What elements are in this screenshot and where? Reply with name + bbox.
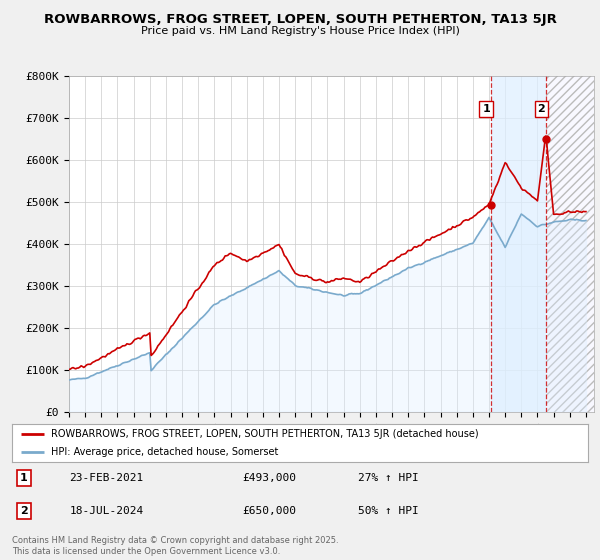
- Text: Contains HM Land Registry data © Crown copyright and database right 2025.
This d: Contains HM Land Registry data © Crown c…: [12, 536, 338, 556]
- Text: ROWBARROWS, FROG STREET, LOPEN, SOUTH PETHERTON, TA13 5JR: ROWBARROWS, FROG STREET, LOPEN, SOUTH PE…: [44, 13, 556, 26]
- Text: HPI: Average price, detached house, Somerset: HPI: Average price, detached house, Some…: [51, 447, 278, 458]
- Text: 2: 2: [20, 506, 28, 516]
- Bar: [547, 76, 594, 412]
- Bar: [547, 76, 594, 412]
- Text: 27% ↑ HPI: 27% ↑ HPI: [358, 473, 418, 483]
- Text: ROWBARROWS, FROG STREET, LOPEN, SOUTH PETHERTON, TA13 5JR (detached house): ROWBARROWS, FROG STREET, LOPEN, SOUTH PE…: [51, 429, 479, 439]
- Text: 1: 1: [482, 104, 490, 114]
- Bar: [491, 76, 547, 412]
- Text: £650,000: £650,000: [242, 506, 296, 516]
- Text: 1: 1: [20, 473, 28, 483]
- Text: Price paid vs. HM Land Registry's House Price Index (HPI): Price paid vs. HM Land Registry's House …: [140, 26, 460, 36]
- Text: 18-JUL-2024: 18-JUL-2024: [70, 506, 144, 516]
- Text: 2: 2: [538, 104, 545, 114]
- Text: £493,000: £493,000: [242, 473, 296, 483]
- Text: 50% ↑ HPI: 50% ↑ HPI: [358, 506, 418, 516]
- Text: 23-FEB-2021: 23-FEB-2021: [70, 473, 144, 483]
